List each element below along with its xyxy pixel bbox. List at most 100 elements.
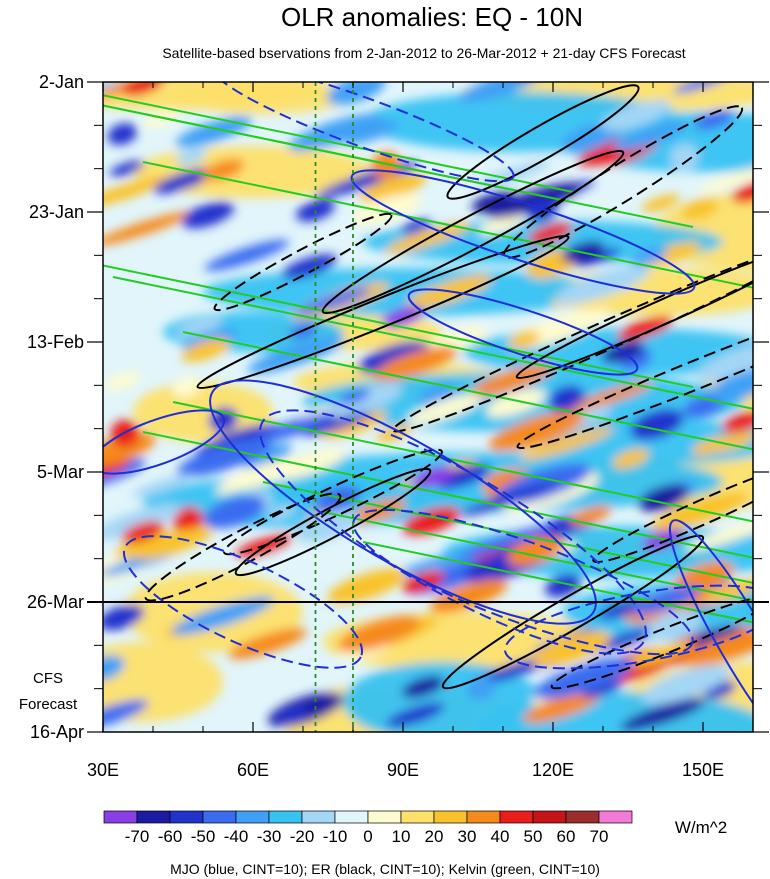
- anomaly-patch: [574, 248, 621, 267]
- anomaly-core: [121, 82, 165, 96]
- anomaly-patch: [435, 464, 490, 490]
- x-tick-label: 60E: [237, 760, 269, 780]
- x-axis: 30E 60E 90E 120E 150E: [87, 82, 724, 780]
- anomaly-patch: [582, 681, 623, 698]
- y-axis: 2-Jan 23-Jan 13-Feb 5-Mar 26-Mar 16-Apr: [27, 72, 769, 742]
- colorbar: -70 -60 -50 -40 -30 -20 -10 0 10 20 30 40 50 60 70: [103, 810, 633, 846]
- mjo-contour: [668, 519, 753, 732]
- anomaly-patch: [274, 706, 310, 725]
- footer-note: MJO (blue, CINT=10); ER (black, CINT=10)…: [170, 861, 600, 877]
- er-contour: [441, 534, 705, 690]
- anomaly-patch: [338, 389, 371, 405]
- colorbar-swatch: [268, 810, 303, 824]
- anomaly-patch: [522, 690, 602, 723]
- anomaly-patch: [531, 631, 611, 667]
- colorbar-swatch: [103, 810, 138, 824]
- y-tick-label: 23-Jan: [29, 202, 84, 222]
- colorbar-label: 30: [458, 827, 477, 846]
- kelvin-contour: [322, 511, 753, 602]
- anomaly-patch: [103, 458, 130, 477]
- anomaly-patch: [457, 525, 553, 559]
- anomaly-patch: [214, 472, 275, 495]
- colorbar-label: -20: [290, 827, 315, 846]
- anomaly-patch: [103, 504, 181, 540]
- anomaly-patch: [690, 625, 739, 647]
- anomaly-patch: [103, 604, 145, 631]
- mjo-contour: [407, 288, 639, 376]
- anomaly-patch: [172, 376, 201, 398]
- wave-contours: [103, 82, 753, 732]
- colorbar-label: 70: [590, 827, 609, 846]
- y-tick-label: 16-Apr: [30, 722, 84, 742]
- anomaly-patch: [338, 615, 421, 653]
- anomaly-patch: [691, 436, 734, 456]
- mjo-contour: [504, 584, 753, 670]
- mjo-contour: [211, 82, 515, 183]
- anomaly-patch: [327, 568, 406, 604]
- anomaly-patch: [650, 492, 749, 532]
- mjo-contour: [352, 508, 694, 656]
- kelvin-contour: [262, 481, 753, 584]
- anomaly-patch: [684, 519, 753, 551]
- anomaly-patch: [673, 82, 731, 94]
- anomaly-patch: [103, 699, 149, 730]
- warm-region: [103, 642, 223, 722]
- anomaly-patch: [673, 561, 734, 593]
- er-contour: [550, 594, 753, 690]
- anomaly-patch: [177, 437, 273, 477]
- x-tick-label: 30E: [87, 760, 119, 780]
- colorbar-swatch: [301, 810, 336, 824]
- anomaly-patch: [181, 338, 231, 362]
- anomaly-core: [731, 181, 753, 203]
- anomaly-patch: [343, 121, 399, 145]
- anomaly-patch: [376, 425, 412, 442]
- anomaly-patch: [332, 382, 403, 415]
- anomaly-patch: [507, 536, 565, 566]
- anomaly-patch: [281, 254, 337, 279]
- colorbar-label: -30: [257, 827, 282, 846]
- forecast-label-line1: CFS: [33, 670, 63, 687]
- anomaly-patch: [694, 109, 734, 130]
- anomaly-patch: [103, 371, 142, 391]
- er-contour: [196, 234, 570, 390]
- cool-region: [203, 268, 603, 316]
- anomaly-patch: [488, 410, 585, 451]
- anomaly-core: [401, 676, 445, 698]
- anomaly-patch: [519, 427, 615, 461]
- anomaly-patch: [109, 160, 145, 177]
- anomaly-patch: [641, 664, 732, 704]
- colorbar-label: -60: [158, 827, 183, 846]
- anomaly-patch: [131, 474, 194, 498]
- anomaly-patch: [693, 578, 753, 606]
- colorbar-label: 10: [392, 827, 411, 846]
- anomaly-patch: [630, 585, 701, 615]
- anomaly-core: [401, 571, 445, 593]
- anomaly-patch: [612, 121, 687, 151]
- anomaly-patch: [527, 222, 573, 245]
- colorbar-label: 20: [425, 827, 444, 846]
- kelvin-contour: [103, 94, 574, 193]
- er-contour: [213, 212, 393, 312]
- anomaly-patch: [429, 579, 508, 614]
- x-tick-label: 120E: [532, 760, 574, 780]
- kelvin-contour: [182, 331, 753, 451]
- er-contour: [446, 84, 640, 200]
- anomaly-patch: [478, 215, 525, 236]
- anomaly-patch: [406, 394, 483, 425]
- y-tick-label: 13-Feb: [27, 332, 84, 352]
- anomaly-patch: [358, 341, 429, 374]
- anomaly-patch: [302, 411, 373, 437]
- anomaly-patch: [103, 432, 156, 467]
- er-contour: [502, 105, 744, 259]
- warm-region: [133, 382, 273, 442]
- anomaly-patch: [133, 527, 213, 560]
- mjo-contour: [350, 169, 696, 295]
- colorbar-swatch: [433, 810, 468, 824]
- er-contour: [223, 448, 443, 556]
- y-tick-label: 2-Jan: [39, 72, 84, 92]
- plot-frame: [102, 81, 754, 733]
- anomaly-patch: [360, 173, 427, 203]
- anomaly-patch: [458, 82, 544, 103]
- anomaly-patch: [485, 389, 546, 418]
